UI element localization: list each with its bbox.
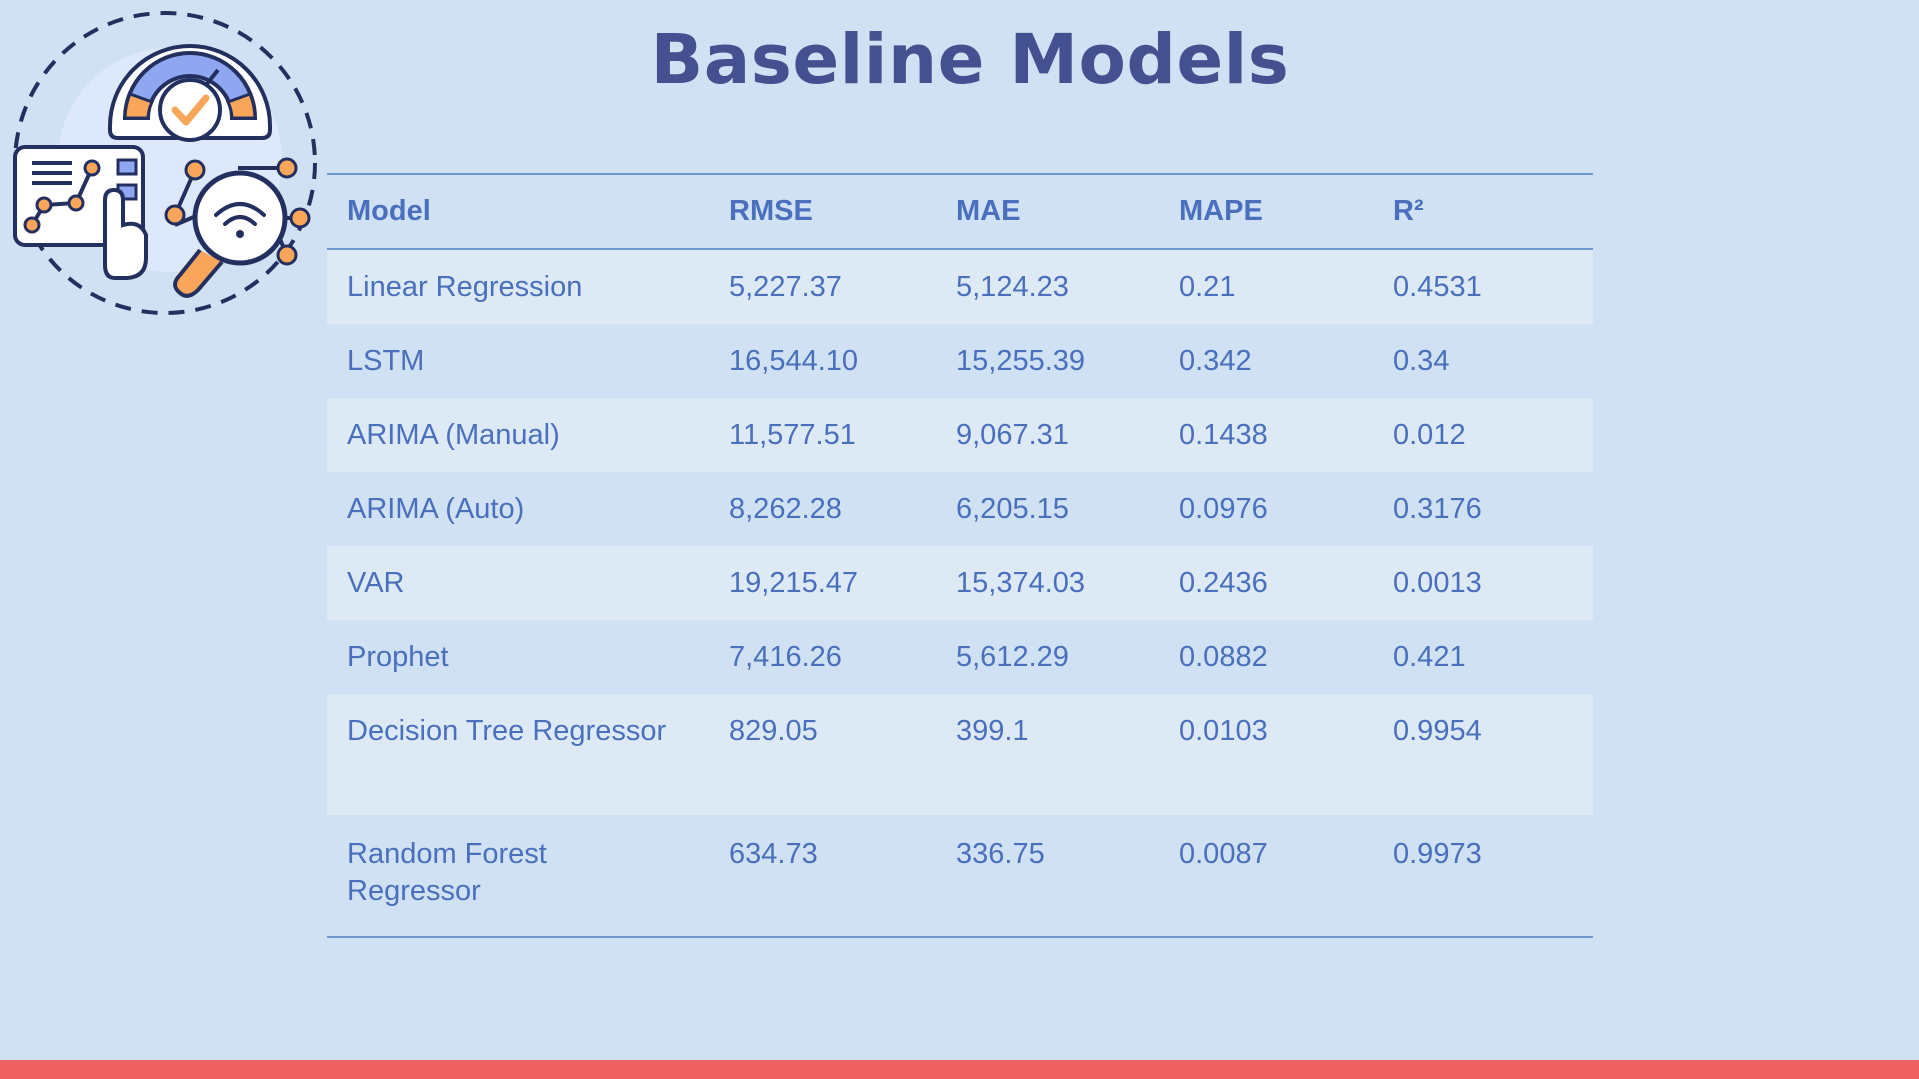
cell-r2: 0.0013 xyxy=(1373,546,1593,620)
cell-mape: 0.21 xyxy=(1159,249,1373,324)
table-row: Decision Tree Regressor 829.05 399.1 0.0… xyxy=(327,694,1593,815)
cell-mae: 15,374.03 xyxy=(936,546,1159,620)
cell-model: Random Forest Regressor xyxy=(327,815,709,937)
table-row: VAR 19,215.47 15,374.03 0.2436 0.0013 xyxy=(327,546,1593,620)
table-row: ARIMA (Manual) 11,577.51 9,067.31 0.1438… xyxy=(327,398,1593,472)
chart-touch-panel-icon xyxy=(13,145,148,280)
cell-model: Prophet xyxy=(327,620,709,694)
cell-model: ARIMA (Manual) xyxy=(327,398,709,472)
cell-mae: 336.75 xyxy=(936,815,1159,937)
cell-r2: 0.421 xyxy=(1373,620,1593,694)
cell-rmse: 634.73 xyxy=(709,815,936,937)
cell-mape: 0.0087 xyxy=(1159,815,1373,937)
col-header-r2: R² xyxy=(1373,174,1593,250)
cell-r2: 0.4531 xyxy=(1373,249,1593,324)
col-header-rmse: RMSE xyxy=(709,174,936,250)
cell-mape: 0.0976 xyxy=(1159,472,1373,546)
baseline-models-table: Model RMSE MAE MAPE R² Linear Regression… xyxy=(327,173,1593,938)
col-header-model: Model xyxy=(327,174,709,250)
cell-mae: 15,255.39 xyxy=(936,324,1159,398)
cell-rmse: 11,577.51 xyxy=(709,398,936,472)
cell-mae: 399.1 xyxy=(936,694,1159,815)
table-header-row: Model RMSE MAE MAPE R² xyxy=(327,174,1593,250)
table-row: Prophet 7,416.26 5,612.29 0.0882 0.421 xyxy=(327,620,1593,694)
page-title: Baseline Models xyxy=(650,20,1290,100)
cell-r2: 0.9973 xyxy=(1373,815,1593,937)
cell-rmse: 8,262.28 xyxy=(709,472,936,546)
cell-mae: 5,612.29 xyxy=(936,620,1159,694)
cell-mae: 6,205.15 xyxy=(936,472,1159,546)
cell-model: Linear Regression xyxy=(327,249,709,324)
cell-r2: 0.012 xyxy=(1373,398,1593,472)
col-header-mape: MAPE xyxy=(1159,174,1373,250)
cell-rmse: 19,215.47 xyxy=(709,546,936,620)
cell-rmse: 5,227.37 xyxy=(709,249,936,324)
cell-mape: 0.1438 xyxy=(1159,398,1373,472)
table-row: ARIMA (Auto) 8,262.28 6,205.15 0.0976 0.… xyxy=(327,472,1593,546)
table-row: LSTM 16,544.10 15,255.39 0.342 0.34 xyxy=(327,324,1593,398)
cell-model: LSTM xyxy=(327,324,709,398)
cell-r2: 0.3176 xyxy=(1373,472,1593,546)
speedometer-check-icon xyxy=(108,44,272,142)
cell-model: ARIMA (Auto) xyxy=(327,472,709,546)
cell-mape: 0.342 xyxy=(1159,324,1373,398)
cell-rmse: 7,416.26 xyxy=(709,620,936,694)
cell-r2: 0.9954 xyxy=(1373,694,1593,815)
analytics-illustration-icon xyxy=(13,11,317,315)
cell-model: VAR xyxy=(327,546,709,620)
table-row: Linear Regression 5,227.37 5,124.23 0.21… xyxy=(327,249,1593,324)
cell-mape: 0.0882 xyxy=(1159,620,1373,694)
bottom-accent-bar xyxy=(0,1060,1919,1079)
magnifier-network-icon xyxy=(164,157,311,298)
cell-rmse: 16,544.10 xyxy=(709,324,936,398)
cell-mape: 0.0103 xyxy=(1159,694,1373,815)
cell-r2: 0.34 xyxy=(1373,324,1593,398)
cell-model: Decision Tree Regressor xyxy=(327,694,709,815)
table-row: Random Forest Regressor 634.73 336.75 0.… xyxy=(327,815,1593,937)
cell-rmse: 829.05 xyxy=(709,694,936,815)
cell-mae: 5,124.23 xyxy=(936,249,1159,324)
cell-mae: 9,067.31 xyxy=(936,398,1159,472)
col-header-mae: MAE xyxy=(936,174,1159,250)
cell-mape: 0.2436 xyxy=(1159,546,1373,620)
